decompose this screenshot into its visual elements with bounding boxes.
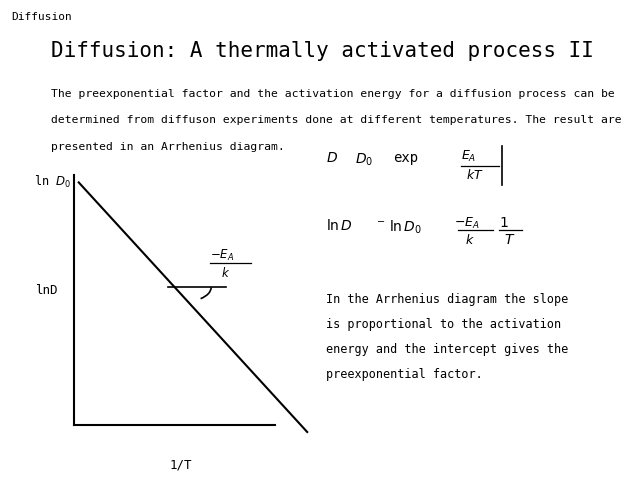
Text: $k$: $k$	[465, 233, 475, 247]
Text: preexponential factor.: preexponential factor.	[326, 368, 483, 381]
Text: $\ln D$: $\ln D$	[326, 218, 353, 233]
Text: lnD: lnD	[35, 284, 58, 297]
Text: $^-$: $^-$	[374, 218, 385, 232]
Text: $1$: $1$	[499, 216, 509, 230]
Text: $-E_A$: $-E_A$	[210, 248, 234, 263]
Text: $\ln D_0$: $\ln D_0$	[389, 218, 422, 236]
Text: ln $D_0$: ln $D_0$	[33, 174, 70, 191]
Text: Diffusion: A thermally activated process II: Diffusion: A thermally activated process…	[51, 41, 594, 61]
Text: $E_A$: $E_A$	[461, 149, 476, 164]
Text: In the Arrhenius diagram the slope: In the Arrhenius diagram the slope	[326, 293, 569, 306]
Text: $k$: $k$	[221, 265, 230, 280]
Text: exp: exp	[394, 151, 419, 165]
Text: $D$: $D$	[326, 151, 339, 165]
Text: 1/T: 1/T	[170, 458, 192, 471]
Text: determined from diffuson experiments done at different temperatures. The result : determined from diffuson experiments don…	[51, 115, 622, 125]
Text: The preexponential factor and the activation energy for a diffusion process can : The preexponential factor and the activa…	[51, 89, 615, 99]
Text: $kT$: $kT$	[466, 168, 484, 182]
Text: $T$: $T$	[504, 233, 515, 247]
Text: is proportional to the activation: is proportional to the activation	[326, 318, 561, 331]
Text: Diffusion: Diffusion	[12, 12, 72, 22]
Text: energy and the intercept gives the: energy and the intercept gives the	[326, 343, 569, 356]
Text: $-E_A$: $-E_A$	[454, 216, 480, 231]
Text: presented in an Arrhenius diagram.: presented in an Arrhenius diagram.	[51, 142, 285, 152]
Text: $D_0$: $D_0$	[355, 151, 373, 168]
